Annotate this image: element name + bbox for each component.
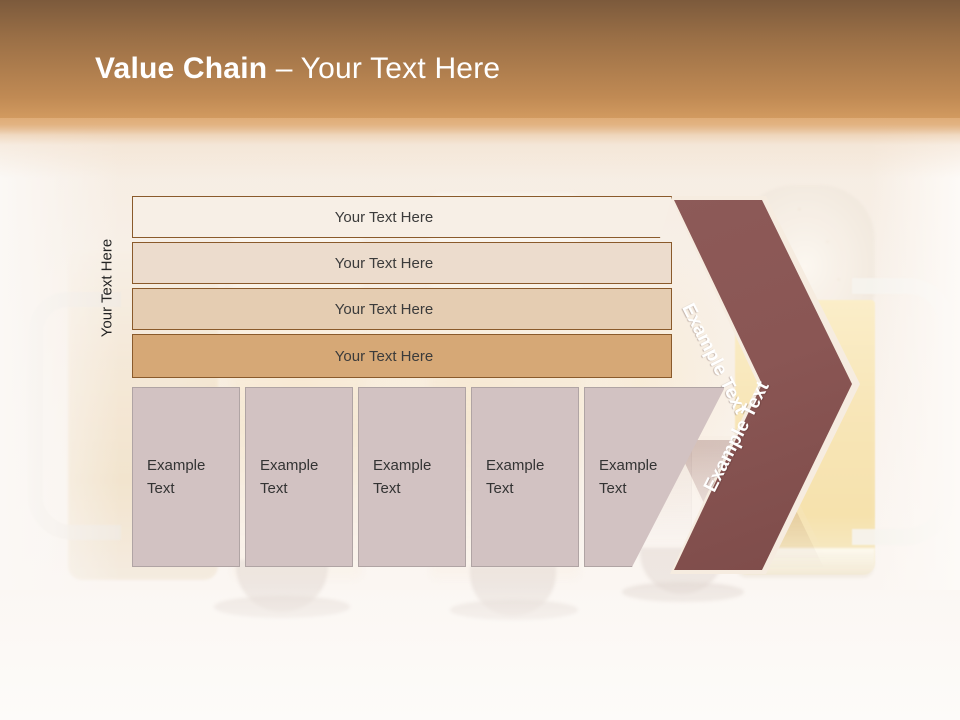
activity-box-label: Example Text (599, 456, 658, 497)
activity-box-label: Example Text (486, 456, 545, 497)
bar-label: Your Text Here (334, 300, 434, 318)
activity-box-label: Example Text (260, 456, 319, 497)
chevron-arrow[interactable]: Example Text Example Text (640, 196, 860, 576)
vertical-axis-label: Your Text Here (96, 222, 118, 354)
bar-fill (132, 334, 672, 378)
bar-label: Your Text Here (334, 347, 434, 365)
value-chain-bar[interactable]: Your Text Here (132, 334, 672, 378)
bar-fill (132, 242, 672, 284)
bar-fill (132, 196, 672, 238)
value-chain-bar[interactable]: Your Text Here (132, 196, 672, 238)
value-chain-bars: Your Text Here Your Text Here Your Text … (132, 196, 672, 378)
background-right-fade (870, 120, 960, 590)
activity-box-label: Example Text (147, 456, 206, 497)
activity-box[interactable]: Example Text (358, 387, 466, 567)
background-left-fade (0, 120, 120, 590)
value-chain-bar[interactable]: Your Text Here (132, 242, 672, 284)
title-banner-fade (0, 118, 960, 178)
activity-box[interactable]: Example Text (132, 387, 240, 567)
value-chain-bar[interactable]: Your Text Here (132, 288, 672, 330)
activity-boxes: Example Text Example Text Example Text Exam… (132, 387, 724, 567)
page-title: Value Chain – Your Text Here (95, 52, 500, 86)
bar-fill (132, 288, 672, 330)
page-title-strong: Value Chain (95, 52, 268, 85)
activity-box[interactable]: Example Text (245, 387, 353, 567)
page-title-rest: – Your Text Here (267, 52, 501, 85)
title-banner (0, 0, 960, 135)
table-surface-fade (0, 586, 960, 720)
activity-box[interactable]: Example Text (471, 387, 579, 567)
bar-label: Your Text Here (334, 254, 434, 272)
bar-label: Your Text Here (334, 208, 434, 226)
activity-box-label: Example Text (373, 456, 432, 497)
vertical-axis-label-text: Your Text Here (98, 238, 116, 338)
